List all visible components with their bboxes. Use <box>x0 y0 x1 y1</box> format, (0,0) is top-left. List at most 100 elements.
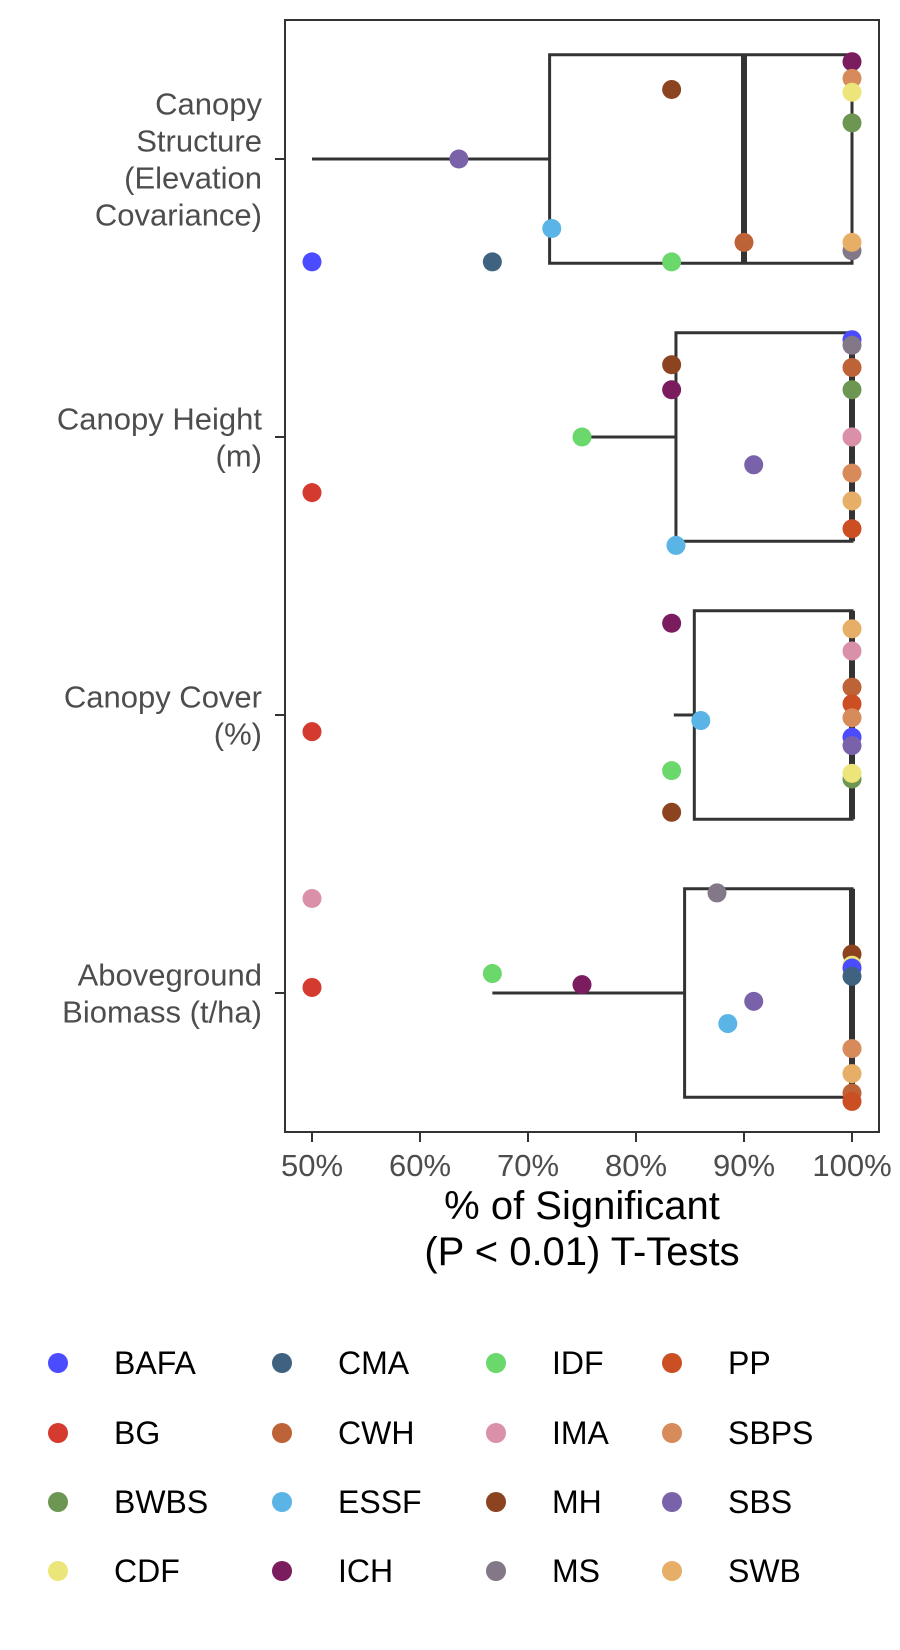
legend-key <box>662 1561 682 1581</box>
legend-key <box>272 1492 292 1512</box>
legend-item-ich: ICH <box>272 1553 393 1589</box>
x-axis-title: % of Significant (P < 0.01) T-Tests <box>424 1184 739 1274</box>
data-point-sbps <box>842 463 862 483</box>
data-point-essf <box>691 711 711 731</box>
legend-item-ms: MS <box>486 1553 600 1589</box>
data-point-idf <box>662 761 682 781</box>
data-point-ich <box>842 52 862 72</box>
legend-label: IDF <box>552 1345 604 1381</box>
legend-item-cdf: CDF <box>48 1553 180 1589</box>
legend-key <box>48 1423 68 1443</box>
x-tick-label: 50% <box>281 1148 343 1183</box>
data-point-idf <box>482 964 502 984</box>
legend-item-idf: IDF <box>486 1345 604 1381</box>
x-tick-label: 90% <box>713 1148 775 1183</box>
legend-item-essf: ESSF <box>272 1484 422 1520</box>
legend-key <box>272 1353 292 1373</box>
legend-key <box>272 1561 292 1581</box>
data-point-cwh <box>734 232 754 252</box>
legend-label: SBS <box>728 1484 792 1520</box>
data-point-bwbs <box>842 380 862 400</box>
data-point-cma <box>482 252 502 272</box>
data-point-swb <box>842 491 862 511</box>
legend-label: PP <box>728 1345 771 1381</box>
box-iqr <box>683 887 854 1099</box>
data-point-swb <box>842 1064 862 1084</box>
data-point-ms <box>707 883 727 903</box>
data-point-mh <box>662 80 682 99</box>
data-point-pp <box>842 1091 862 1111</box>
legend-label: BG <box>114 1415 160 1451</box>
data-point-ich <box>662 613 682 633</box>
data-point-cdf <box>842 82 862 102</box>
legend-key <box>48 1561 68 1581</box>
legend-item-cma: CMA <box>272 1345 410 1381</box>
legend-label: BAFA <box>114 1345 196 1381</box>
legend-item-bafa: BAFA <box>48 1345 196 1381</box>
data-point-ms <box>842 335 862 355</box>
legend-item-mh: MH <box>486 1484 602 1520</box>
category-label: Canopy Cover (%) <box>64 680 262 752</box>
data-point-sbs <box>744 455 764 475</box>
data-point-bg <box>302 722 322 742</box>
data-point-cdf <box>842 763 862 783</box>
data-point-pp <box>842 519 862 539</box>
legend-label: CWH <box>338 1415 414 1451</box>
legend-key <box>486 1353 506 1373</box>
legend-label: MS <box>552 1553 600 1589</box>
boxplot <box>492 887 855 1099</box>
legend-key <box>662 1353 682 1373</box>
legend-item-bg: BG <box>48 1415 160 1451</box>
boxplot <box>312 53 854 265</box>
data-point-mh <box>662 802 682 822</box>
legend-key <box>486 1423 506 1443</box>
data-point-ima <box>302 888 322 908</box>
x-tick-label: 100% <box>812 1148 891 1183</box>
legend-item-swb: SWB <box>662 1553 801 1589</box>
x-tick-label: 60% <box>389 1148 451 1183</box>
data-point-sbs <box>744 991 764 1011</box>
x-tick-label: 70% <box>497 1148 559 1183</box>
data-point-essf <box>542 219 562 238</box>
data-point-sbps <box>842 708 862 728</box>
panel-border <box>284 19 880 1133</box>
data-point-ich <box>572 975 592 995</box>
category-label: Aboveground Biomass (t/ha) <box>62 958 262 1030</box>
category-label: Canopy Structure (Elevation Covariance) <box>95 87 263 233</box>
legend-label: CDF <box>114 1553 180 1589</box>
data-point-essf <box>666 535 686 555</box>
legend-label: IMA <box>552 1415 610 1451</box>
box-iqr <box>548 53 854 265</box>
legend-key <box>486 1561 506 1581</box>
data-point-cma <box>842 966 862 986</box>
legend-key <box>486 1492 506 1512</box>
legend-label: CMA <box>338 1345 410 1381</box>
data-point-bwbs <box>842 113 862 133</box>
data-point-sbs <box>449 149 469 169</box>
legend-item-cwh: CWH <box>272 1415 414 1451</box>
data-point-ich <box>662 380 682 400</box>
data-point-cwh <box>842 677 862 697</box>
data-point-idf <box>662 252 682 272</box>
legend-key <box>662 1492 682 1512</box>
boxplot <box>582 331 855 543</box>
data-point-bafa <box>302 252 322 272</box>
legend-label: SBPS <box>728 1415 813 1451</box>
data-point-sbps <box>842 68 862 88</box>
legend-label: MH <box>552 1484 602 1520</box>
data-point-essf <box>718 1014 738 1034</box>
legend-item-bwbs: BWBS <box>48 1484 208 1520</box>
data-point-ima <box>842 641 862 661</box>
legend-item-sbs: SBS <box>662 1484 792 1520</box>
data-point-cwh <box>842 358 862 377</box>
legend-label: ESSF <box>338 1484 422 1520</box>
data-point-swb <box>842 232 862 252</box>
legend-key <box>662 1423 682 1443</box>
legend-label: BWBS <box>114 1484 208 1520</box>
data-point-sbs <box>842 736 862 756</box>
box-iqr <box>674 331 854 543</box>
legend-label: ICH <box>338 1553 393 1589</box>
legend-key <box>48 1492 68 1512</box>
data-point-sbps <box>842 1039 862 1059</box>
